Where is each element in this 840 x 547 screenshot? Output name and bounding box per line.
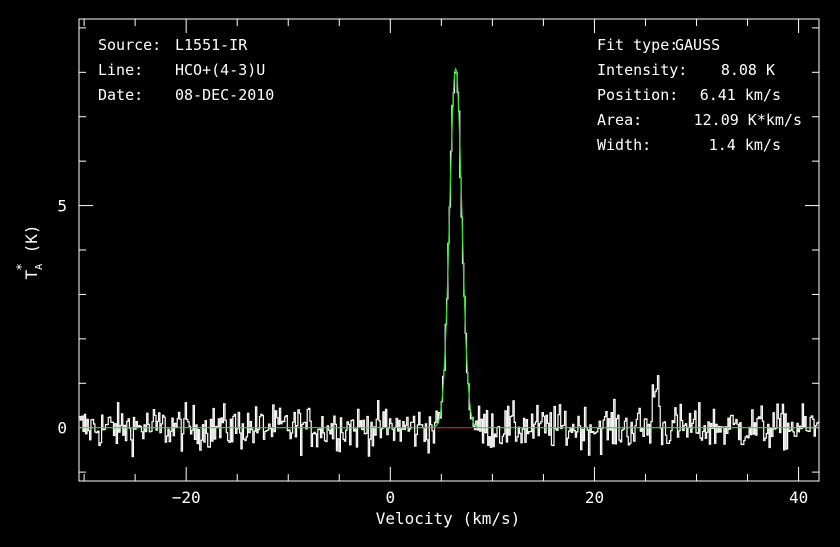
- fit-type-value: GAUSS: [675, 36, 720, 54]
- intensity-value: 8.08 K: [721, 61, 775, 79]
- intensity-label: Intensity:: [597, 61, 687, 79]
- position-value: 6.41 km/s: [700, 86, 781, 104]
- fit-results: Fit type: GAUSS Intensity: 8.08 K Positi…: [597, 36, 802, 154]
- axis-ticks: [79, 19, 819, 481]
- line-value: HCO+(4-3)U: [175, 61, 265, 79]
- y-tick-label: 0: [57, 419, 67, 438]
- svg-text:TA* (K): TA* (K): [15, 224, 45, 279]
- width-label: Width:: [597, 136, 651, 154]
- x-axis-label: Velocity (km/s): [376, 509, 521, 528]
- area-value: 12.09 K*km/s: [694, 111, 802, 129]
- source-value: L1551-IR: [175, 36, 248, 54]
- fit-type-label: Fit type:: [597, 36, 678, 54]
- line-label: Line:: [98, 61, 143, 79]
- source-label: Source:: [98, 36, 161, 54]
- x-tick-label: 40: [789, 488, 808, 507]
- gaussian-fit-line: [79, 67, 819, 429]
- x-tick-label: 20: [585, 488, 604, 507]
- x-tick-label: −20: [172, 488, 201, 507]
- y-axis-label: TA* (K): [15, 224, 45, 279]
- position-label: Position:: [597, 86, 678, 104]
- observation-info: Source: L1551-IR Line: HCO+(4-3)U Date: …: [98, 36, 274, 104]
- y-tick-label: 5: [57, 197, 67, 216]
- x-tick-label: 0: [385, 488, 395, 507]
- date-value: 08-DEC-2010: [175, 86, 274, 104]
- date-label: Date:: [98, 86, 143, 104]
- area-label: Area:: [597, 111, 642, 129]
- series-layer: [79, 67, 819, 458]
- width-value: 1.4 km/s: [709, 136, 781, 154]
- tick-labels: −20 0 20 40 0 5: [57, 197, 808, 507]
